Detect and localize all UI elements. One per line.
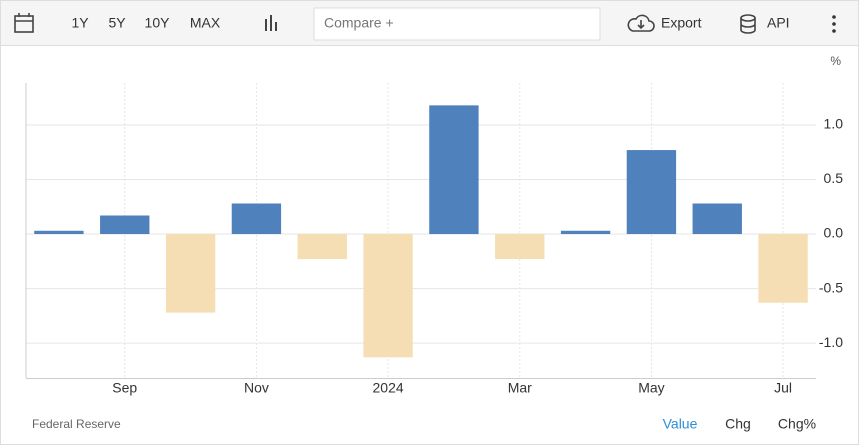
y-tick-label: 1.0 [824,116,844,132]
icon-bar [265,19,267,31]
bar [34,230,84,235]
source: Federal Reserve [32,417,121,431]
bar [626,150,677,235]
api-icon[interactable] [740,14,756,34]
unit-label: % [830,54,841,68]
range-button[interactable]: MAX [190,15,221,31]
range-button[interactable]: 10Y [145,15,171,31]
bar [297,234,347,260]
bar [231,203,282,235]
plot: -1.0 -0.5 0.0 0.5 1.0 Sep Nov 2024 Mar May Jul [26,83,843,396]
export-button[interactable]: Export [661,15,702,31]
x-tick-label: 2024 [373,380,404,396]
dot [832,29,836,33]
bar [100,215,150,235]
range-button[interactable]: 5Y [108,15,126,31]
bar [429,105,479,235]
x-tick-label: May [638,380,664,396]
icon-bar [275,22,277,31]
x-tick-label: Sep [112,380,137,396]
view-button[interactable]: Value [663,416,698,432]
dot [832,15,836,19]
view-button[interactable]: Chg% [778,416,816,432]
view-button[interactable]: Chg [725,416,751,432]
chart-type-icon[interactable] [265,15,277,31]
x-tick-label: Mar [508,380,532,396]
calendar-body [14,15,34,33]
export-icon[interactable] [627,14,655,32]
y-tick-label: -1.0 [819,334,843,350]
bar [692,203,742,235]
icon-bar [270,15,272,31]
y-tick-label: -0.5 [819,279,843,295]
y-tick-label: 0.5 [824,170,844,186]
x-tick-label: Nov [244,380,269,396]
dot [832,22,836,26]
range-button[interactable]: 1Y [71,15,89,31]
cloud [627,14,655,32]
bar [363,234,413,358]
x-tick-label: Jul [774,380,792,396]
bar [165,234,216,313]
api-button[interactable]: API [767,15,790,31]
arrow [637,20,645,30]
calendar-icon[interactable] [14,13,34,33]
db-body [740,18,756,34]
bar [495,234,545,260]
menu-icon[interactable] [832,15,836,33]
compare-input[interactable] [313,7,601,41]
y-tick-label: 0.0 [824,225,844,241]
bar [560,230,611,235]
compare-placeholder: Compare + [324,15,394,31]
bar [758,234,808,303]
